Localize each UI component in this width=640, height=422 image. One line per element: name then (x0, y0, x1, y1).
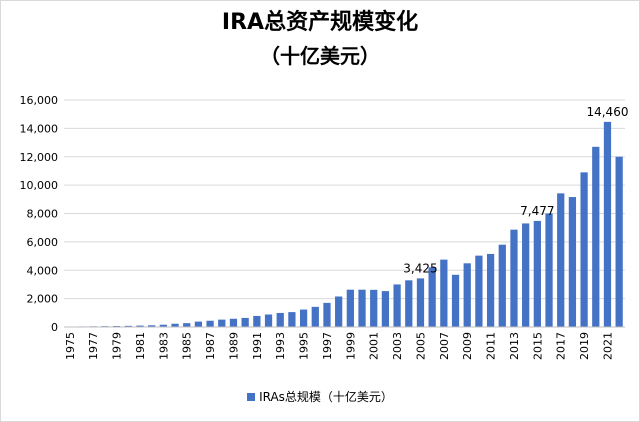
bar (451, 274, 460, 327)
y-tick-label: 4,000 (27, 264, 59, 277)
y-tick-label: 16,000 (20, 94, 59, 107)
x-tick-label: 2015 (531, 332, 544, 360)
x-tick-label: 2011 (485, 332, 498, 360)
x-tick-label: 2005 (414, 332, 427, 360)
y-tick-label: 14,000 (20, 122, 59, 135)
legend: IRAs总规模（十亿美元） (0, 388, 640, 405)
bar (510, 229, 518, 327)
y-tick-label: 2,000 (27, 293, 59, 306)
bar (463, 263, 471, 327)
x-tick-label: 1979 (111, 332, 124, 360)
x-tick-label: 2003 (391, 332, 404, 360)
y-axis-ticks: 0 2,000 4,000 6,000 8,000 10,000 12,000 14,000 1… (20, 94, 59, 334)
bar (323, 302, 331, 327)
bar (124, 325, 132, 327)
bar (475, 255, 483, 327)
x-tick-label: 1991 (251, 332, 264, 360)
legend-swatch (247, 392, 256, 401)
x-tick-label: 1975 (64, 332, 77, 360)
bar (183, 323, 191, 327)
data-label: 3,425 (403, 261, 437, 275)
bar (545, 213, 553, 327)
x-tick-label: 2017 (555, 332, 568, 360)
x-tick-label: 1985 (181, 332, 194, 360)
x-tick-label: 2019 (578, 332, 591, 360)
x-tick-label: 1999 (344, 332, 357, 360)
x-tick-label: 1983 (157, 332, 170, 360)
y-tick-label: 6,000 (27, 236, 59, 249)
bar (136, 325, 144, 327)
x-tick-label: 1989 (227, 332, 240, 360)
x-tick-label: 2021 (601, 332, 614, 360)
x-axis-ticks: 1975 1977 1979 1981 1983 1985 1987 1989 1991 1993… (64, 332, 615, 360)
bar (522, 223, 530, 327)
bar (311, 306, 319, 327)
x-tick-label: 1993 (274, 332, 287, 360)
bar (171, 323, 179, 327)
y-tick-label: 0 (51, 321, 58, 334)
y-tick-label: 8,000 (27, 208, 59, 221)
bar (358, 289, 366, 327)
data-label: 14,460 (586, 105, 628, 119)
bar (159, 324, 167, 327)
bar (335, 296, 343, 327)
chart-subtitle: （十亿美元） (260, 44, 380, 68)
bar (264, 314, 273, 327)
bar (241, 317, 249, 327)
x-tick-label: 2007 (438, 332, 451, 360)
bar (428, 267, 436, 327)
data-label: 7,477 (520, 204, 554, 218)
bar (533, 220, 541, 327)
bar (603, 121, 612, 327)
bar (381, 291, 390, 327)
y-tick-label: 10,000 (20, 179, 59, 192)
bar (486, 253, 495, 327)
bar (557, 193, 565, 327)
x-tick-label: 2009 (461, 332, 474, 360)
bar (253, 315, 261, 327)
bar (194, 321, 203, 327)
bar (148, 325, 156, 327)
x-tick-label: 1997 (321, 332, 334, 360)
gridlines (64, 99, 625, 300)
bar (416, 278, 425, 327)
bar (615, 156, 623, 327)
bar (440, 259, 448, 327)
bar (580, 172, 588, 327)
bar (229, 318, 238, 327)
x-tick-label: 1987 (204, 332, 217, 360)
x-tick-label: 1977 (87, 332, 100, 360)
x-tick-label: 1995 (298, 332, 311, 360)
x-tick-label: 2013 (508, 332, 521, 360)
x-tick-label: 2001 (368, 332, 381, 360)
bar (393, 284, 401, 327)
bar (370, 289, 378, 327)
bar (568, 197, 577, 327)
bars (66, 121, 623, 327)
chart-title: IRA总资产规模变化 (221, 10, 419, 35)
bar (592, 146, 600, 327)
bar (346, 289, 354, 327)
legend-label: IRAs总规模（十亿美元） (259, 390, 393, 404)
bar (276, 312, 284, 327)
bar (288, 312, 296, 327)
bar (206, 320, 214, 327)
bar (405, 280, 413, 327)
data-labels: 3,425 7,477 14,460 (403, 105, 628, 276)
bar (218, 319, 226, 327)
x-tick-label: 1981 (134, 332, 147, 360)
bar (498, 244, 506, 327)
bar (299, 309, 308, 327)
y-tick-label: 12,000 (20, 151, 59, 164)
